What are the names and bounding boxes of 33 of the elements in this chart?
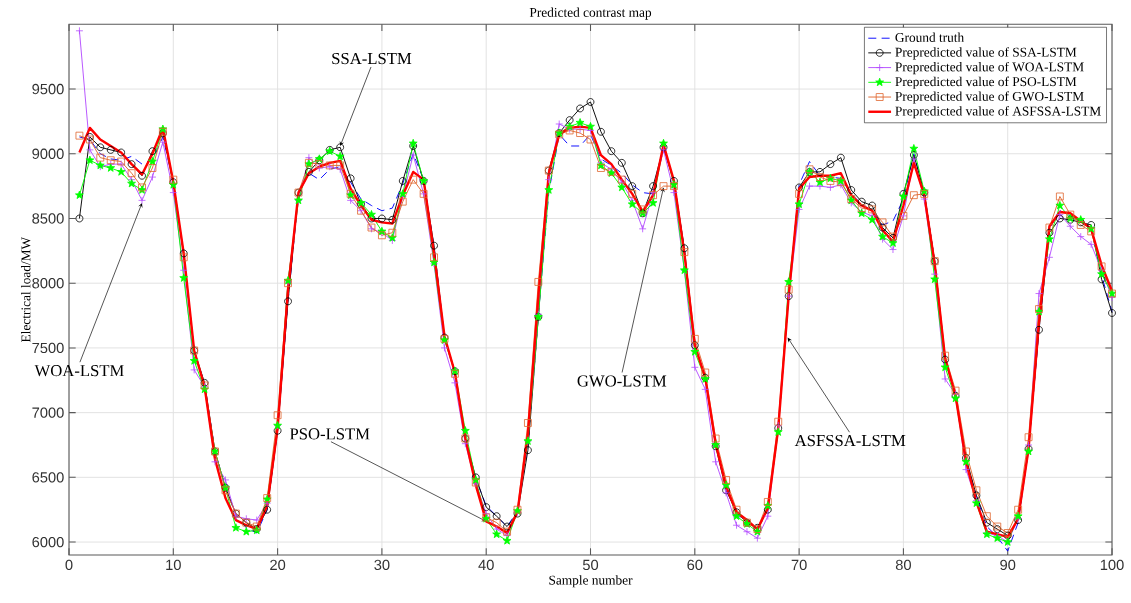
y-tick-label: 9500 (32, 83, 64, 95)
x-tick-label: 10 (166, 559, 181, 571)
legend-label: Prepredicted value of ASFSSA-LSTM (895, 106, 1101, 119)
legend-label: Ground truth (895, 32, 964, 42)
y-axis-title: Electrical load/MW (21, 236, 31, 343)
x-tick-label: 70 (791, 559, 807, 571)
annotation: ASFSSA-LSTM (794, 434, 906, 447)
y-tick-label: 8500 (32, 213, 64, 224)
y-tick-label: 6000 (32, 536, 64, 548)
annotation: PSO-LSTM (289, 428, 370, 440)
x-tick-label: 40 (478, 559, 494, 571)
annotation: GWO-LSTM (577, 375, 667, 387)
y-tick-label: 6500 (32, 472, 64, 483)
x-tick-label: 30 (374, 559, 390, 571)
legend-label: Prepredicted value of GWO-LSTM (895, 91, 1084, 104)
annotation: WOA-LSTM (34, 365, 124, 377)
y-tick-label: 7500 (32, 342, 64, 354)
x-tick-label: 90 (1000, 559, 1016, 571)
x-tick-label: 0 (65, 559, 73, 571)
x-tick-label: 100 (1100, 559, 1124, 571)
y-tick-label: 9000 (32, 148, 64, 159)
legend-label: Prepredicted value of WOA-LSTM (895, 61, 1084, 75)
annotation: SSA-LSTM (332, 52, 412, 65)
x-tick-label: 80 (895, 559, 911, 571)
x-tick-label: 60 (687, 559, 703, 571)
chart-title: Predicted contrast map (529, 7, 652, 20)
y-tick-label: 7000 (32, 407, 64, 418)
y-tick-label: 8000 (32, 278, 64, 289)
legend-label: Prepredicted value of PSO-LSTM (895, 76, 1077, 89)
legend-label: Prepredicted value of SSA-LSTM (895, 47, 1077, 60)
x-tick-label: 20 (270, 559, 286, 571)
x-tick-label: 50 (582, 559, 599, 571)
x-axis-title: Sample number (549, 575, 633, 588)
